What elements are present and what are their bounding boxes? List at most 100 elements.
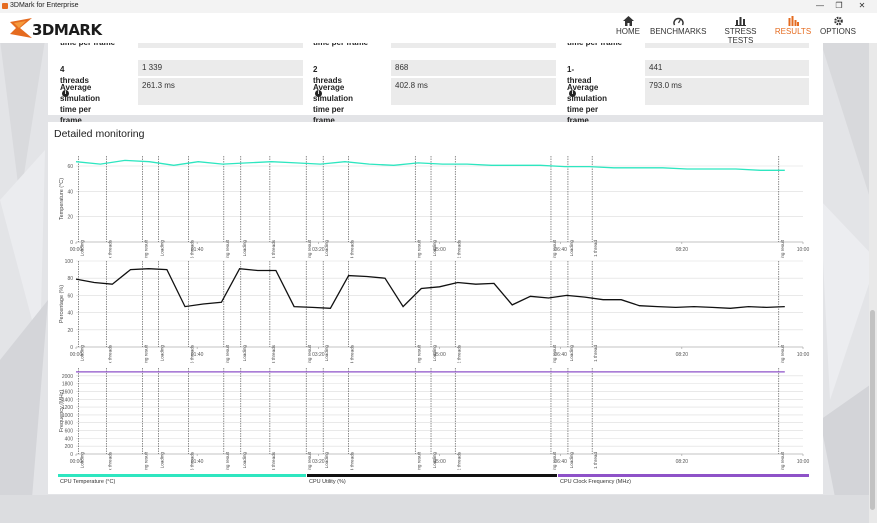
event-marker-label: Saving result — [552, 239, 557, 258]
scrollbar-track[interactable] — [869, 43, 877, 523]
event-marker-label: Saving result — [144, 344, 149, 363]
y-tick-label: 1400 — [62, 397, 73, 403]
legend-temp-bar — [58, 474, 306, 477]
event-marker-label: Saving result — [780, 344, 785, 363]
x-tick-label: 01:40 — [191, 459, 204, 465]
x-tick-label: 06:40 — [554, 352, 567, 358]
minimize-button[interactable]: — — [816, 1, 824, 10]
y-tick-label: 20 — [67, 328, 73, 334]
event-marker-label: 1 thread — [593, 240, 598, 257]
event-marker-label: 8 threads — [271, 451, 276, 470]
y-tick-label: 600 — [65, 429, 74, 435]
event-marker-label: Saving result — [552, 451, 557, 470]
event-marker-label: Saving result — [225, 451, 230, 470]
temperature-chart: Temperature (°C) 60 40 20 000:00 01:40 03:20 05… — [59, 156, 810, 258]
x-tick-label: 01:40 — [191, 352, 204, 358]
threads-score: 868 — [391, 60, 556, 76]
y-tick-label: 1800 — [62, 382, 73, 388]
maximize-button[interactable]: ❐ — [835, 1, 843, 10]
legend-freq-label: CPU Clock Frequency (MHz) — [560, 479, 631, 485]
section-title: Detailed monitoring — [54, 128, 145, 140]
event-marker-label: 16 threads — [190, 239, 195, 258]
benchmarks-icon — [672, 17, 684, 26]
event-marker-label: Saving result — [225, 239, 230, 258]
y-axis-label: Percentage (%) — [59, 285, 65, 323]
event-marker-label: Loading — [324, 240, 329, 257]
x-tick-label: 05:00 — [433, 247, 446, 253]
event-marker-label: Saving result — [144, 239, 149, 258]
info-icon[interactable]: i — [62, 90, 69, 97]
event-marker-label: Loading — [242, 345, 247, 362]
event-marker-label: Saving result — [307, 451, 312, 470]
event-marker-label: Saving result — [307, 344, 312, 363]
x-tick-label: 03:20 — [312, 352, 325, 358]
nav-stress-tests[interactable]: STRESS TESTS — [713, 13, 768, 45]
event-marker-label: 8 threads — [271, 344, 276, 363]
frequency-chart: Frequency (MHz)2000180016001400120010008… — [59, 368, 809, 470]
event-marker-label: Loading — [569, 345, 574, 362]
gear-icon — [833, 16, 843, 26]
event-marker-label: Loading — [432, 345, 437, 362]
series-line — [75, 159, 785, 171]
info-icon[interactable]: i — [569, 90, 576, 97]
event-marker-label: 8 threads — [271, 239, 276, 258]
threads-label: 1-threadi — [567, 65, 592, 97]
legend-util-bar — [307, 474, 557, 477]
event-marker-label: 1 thread — [593, 345, 598, 362]
series-line — [75, 268, 785, 309]
y-tick-label: 60 — [67, 293, 73, 299]
y-tick-label: 2000 — [62, 374, 73, 380]
nav-home-label: HOME — [616, 27, 640, 36]
results-icon — [788, 16, 799, 26]
event-marker-label: 4 threads — [350, 344, 355, 363]
event-marker-label: Saving result — [307, 239, 312, 258]
y-tick-label: 0 — [70, 452, 73, 458]
x-tick-label: 10:00 — [797, 352, 810, 358]
nav-home[interactable]: HOME — [610, 13, 646, 43]
y-tick-label: 800 — [65, 421, 74, 427]
utility-chart: Percentage (%) 100 80 60 40 20 000:00 01:40 03:2… — [59, 259, 810, 363]
stress-tests-icon — [735, 17, 746, 26]
x-tick-label: 05:00 — [433, 352, 446, 358]
y-tick-label: 200 — [65, 444, 74, 450]
event-marker-label: Max threads — [107, 451, 112, 470]
event-marker-label: 16 threads — [190, 344, 195, 363]
event-marker-label: Loading — [432, 452, 437, 469]
sim-time-label: Average simulation time per frame — [313, 83, 354, 125]
event-marker-label: Loading — [569, 452, 574, 469]
event-marker-label: 2 threads — [456, 451, 461, 470]
event-marker-label: Loading — [159, 345, 164, 362]
y-tick-label: 1200 — [62, 405, 73, 411]
scrollbar-thumb[interactable] — [870, 310, 875, 510]
close-button[interactable]: ✕ — [858, 1, 866, 10]
y-tick-label: 0 — [70, 345, 73, 351]
event-marker-label: Saving result — [552, 344, 557, 363]
event-marker-label: Loading — [79, 452, 84, 469]
home-icon — [622, 16, 634, 26]
event-marker-label: Loading — [242, 240, 247, 257]
threads-label: 2 threadsi — [313, 65, 342, 97]
nav-results-label: RESULTS — [774, 27, 812, 36]
nav-results[interactable]: RESULTS — [774, 13, 812, 43]
nav-benchmarks[interactable]: BENCHMARKS — [650, 13, 706, 43]
event-marker-label: Saving result — [780, 239, 785, 258]
top-navigation: 3DMARK HOME BENCHMARKS STRESS TESTS RESU… — [0, 13, 877, 45]
legend-util-label: CPU Utility (%) — [309, 479, 346, 485]
event-marker-label: 4 threads — [350, 451, 355, 470]
x-tick-label: 08:20 — [676, 459, 689, 465]
info-icon[interactable]: i — [315, 90, 322, 97]
nav-options[interactable]: OPTIONS — [818, 13, 858, 43]
x-tick-label: 03:20 — [312, 459, 325, 465]
x-tick-label: 05:00 — [433, 459, 446, 465]
event-marker-label: 2 threads — [456, 239, 461, 258]
sim-time-value: 261.3 ms — [138, 78, 303, 105]
x-tick-label: 00:00 — [70, 352, 83, 358]
nav-benchmarks-label: BENCHMARKS — [650, 27, 707, 36]
nav-stress-tests-label: STRESS TESTS — [724, 27, 757, 45]
x-tick-label: 08:20 — [676, 247, 689, 253]
y-tick-label: 80 — [67, 276, 73, 282]
event-marker-label: Max threads — [107, 239, 112, 258]
sim-time-value: 402.8 ms — [391, 78, 556, 105]
x-tick-label: 10:00 — [797, 247, 810, 253]
y-axis-label: Frequency (MHz) — [59, 390, 65, 433]
